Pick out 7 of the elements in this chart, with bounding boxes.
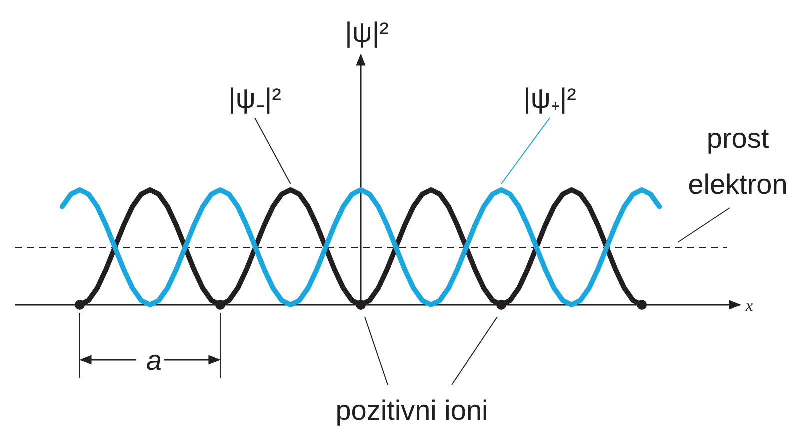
text: |ψ₋|² bbox=[228, 83, 282, 114]
text: x bbox=[745, 298, 754, 315]
text: a bbox=[146, 345, 162, 376]
ref-line-label: prost elektron bbox=[688, 123, 788, 200]
text: |ψ₊|² bbox=[524, 83, 576, 114]
text: |ψ|² bbox=[345, 17, 389, 48]
text: pozitivni ioni bbox=[336, 395, 488, 426]
